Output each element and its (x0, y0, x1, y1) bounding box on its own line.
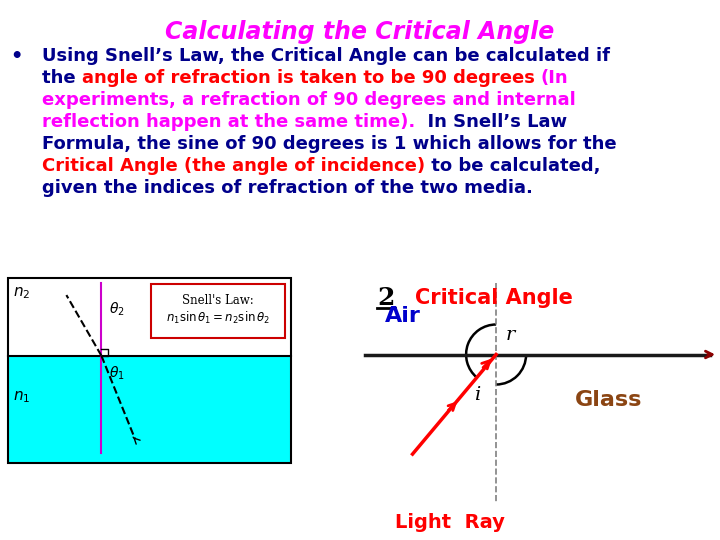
Text: $n_2$: $n_2$ (13, 285, 30, 301)
Text: $n_1 \sin\theta_1 = n_2 \sin\theta_2$: $n_1 \sin\theta_1 = n_2 \sin\theta_2$ (166, 310, 270, 326)
Text: •: • (10, 47, 22, 66)
Text: Formula, the sine of 90 degrees is 1 which allows for the: Formula, the sine of 90 degrees is 1 whi… (42, 135, 616, 153)
Text: Critical Angle: Critical Angle (415, 288, 573, 308)
Text: angle of refraction is taken to be 90 degrees: angle of refraction is taken to be 90 de… (82, 69, 541, 87)
Text: the: the (42, 69, 82, 87)
Text: Critical Angle (the angle of incidence): Critical Angle (the angle of incidence) (42, 157, 425, 175)
Text: Using Snell’s Law, the Critical Angle can be calculated if: Using Snell’s Law, the Critical Angle ca… (42, 47, 610, 65)
Text: i: i (474, 387, 480, 404)
Text: $\theta_2$: $\theta_2$ (109, 301, 125, 318)
Text: $n_1$: $n_1$ (13, 390, 30, 406)
Text: experiments, a refraction of 90 degrees and internal: experiments, a refraction of 90 degrees … (42, 91, 576, 109)
Text: Snell's Law:: Snell's Law: (182, 294, 254, 307)
Text: Air: Air (385, 307, 421, 327)
Text: r: r (506, 327, 516, 345)
Text: In Snell’s Law: In Snell’s Law (415, 113, 567, 131)
Text: Calculating the Critical Angle: Calculating the Critical Angle (166, 20, 554, 44)
Text: $\theta_1$: $\theta_1$ (109, 364, 125, 382)
Text: 2: 2 (377, 286, 395, 310)
Text: Light  Ray: Light Ray (395, 513, 505, 532)
Bar (8, 356, 291, 463)
Bar (8, 278, 291, 463)
Text: reflection happen at the same time).: reflection happen at the same time). (42, 113, 415, 131)
Text: (In: (In (541, 69, 569, 87)
FancyBboxPatch shape (151, 284, 285, 338)
Bar (8, 278, 291, 356)
Text: given the indices of refraction of the two media.: given the indices of refraction of the t… (42, 179, 533, 197)
Text: Glass: Glass (575, 389, 642, 409)
Text: to be calculated,: to be calculated, (425, 157, 600, 175)
